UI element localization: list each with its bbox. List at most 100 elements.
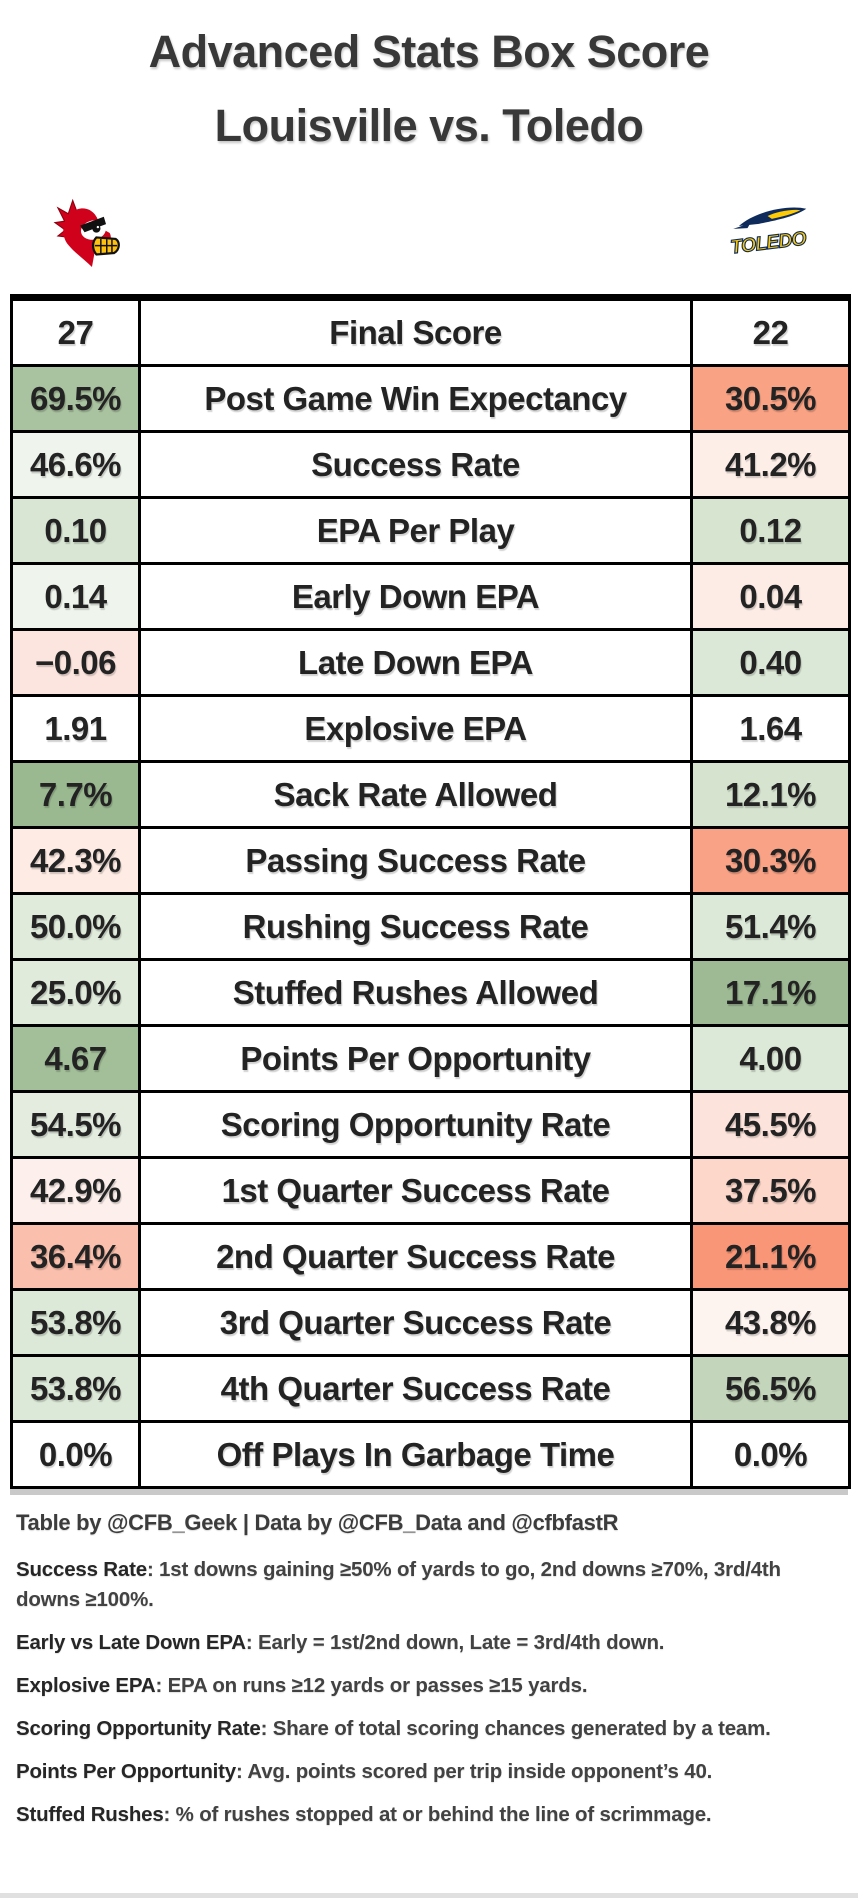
- footnote: Stuffed Rushes: % of rushes stopped at o…: [16, 1800, 788, 1830]
- stat-label: EPA Per Play: [138, 496, 693, 565]
- stat-value-toledo: 1.64: [690, 694, 851, 763]
- footnote-text: : Early = 1st/2nd down, Late = 3rd/4th d…: [245, 1631, 665, 1654]
- footnote-text: : Share of total scoring chances generat…: [260, 1717, 771, 1740]
- stat-label: Sack Rate Allowed: [138, 760, 693, 829]
- toledo-wordmark-text: TOLEDO: [729, 227, 808, 258]
- louisville-cardinal-logo: [53, 198, 120, 268]
- footnote-term: Success Rate: [16, 1558, 147, 1581]
- stat-label: Final Score: [138, 296, 693, 367]
- stat-value-louisville: 46.6%: [10, 430, 141, 499]
- stat-value-louisville: 53.8%: [10, 1288, 141, 1357]
- stat-value-louisville: 1.91: [10, 694, 141, 763]
- stat-label: Early Down EPA: [138, 562, 693, 631]
- stat-value-louisville: 7.7%: [10, 760, 141, 829]
- stat-label: Scoring Opportunity Rate: [138, 1090, 693, 1159]
- page-title-line1: Advanced Stats Box Score: [148, 26, 710, 77]
- footnote-term: Early vs Late Down EPA: [16, 1631, 246, 1654]
- stat-label: Success Rate: [138, 430, 693, 499]
- stat-label: Off Plays In Garbage Time: [138, 1420, 693, 1489]
- footnote-term: Explosive EPA: [16, 1674, 156, 1697]
- stat-value-toledo: 41.2%: [690, 430, 851, 499]
- stat-value-louisville: 4.67: [10, 1024, 141, 1093]
- stat-row: 36.4% 2nd Quarter Success Rate 21.1%: [10, 1222, 851, 1291]
- table-bottom-bar: [10, 1489, 848, 1495]
- footnote-text: : EPA on runs ≥12 yards or passes ≥15 ya…: [155, 1674, 588, 1697]
- stat-value-louisville: 54.5%: [10, 1090, 141, 1159]
- stat-row: 54.5% Scoring Opportunity Rate 45.5%: [10, 1090, 851, 1159]
- stat-row: 42.3% Passing Success Rate 30.3%: [10, 826, 851, 895]
- footnote-text: : % of rushes stopped at or behind the l…: [163, 1803, 712, 1826]
- stat-value-louisville: 0.14: [10, 562, 141, 631]
- stat-value-toledo: 17.1%: [690, 958, 851, 1027]
- stat-value-louisville: 25.0%: [10, 958, 141, 1027]
- stat-value-toledo: 45.5%: [690, 1090, 851, 1159]
- stat-row: 69.5% Post Game Win Expectancy 30.5%: [10, 364, 851, 433]
- stat-label: Late Down EPA: [138, 628, 693, 697]
- stat-row: 46.6% Success Rate 41.2%: [10, 430, 851, 499]
- stat-row: 0.14 Early Down EPA 0.04: [10, 562, 851, 631]
- stat-value-louisville: 36.4%: [10, 1222, 141, 1291]
- stat-value-toledo: 43.8%: [690, 1288, 851, 1357]
- footnote: Early vs Late Down EPA: Early = 1st/2nd …: [16, 1628, 788, 1658]
- stat-value-toledo: 22: [690, 296, 851, 367]
- stat-value-louisville: 0.0%: [10, 1420, 141, 1489]
- stat-value-louisville: 42.3%: [10, 826, 141, 895]
- stat-value-toledo: 30.5%: [690, 364, 851, 433]
- footnote: Points Per Opportunity: Avg. points scor…: [16, 1757, 788, 1787]
- footnote: Explosive EPA: EPA on runs ≥12 yards or …: [16, 1671, 788, 1701]
- footnote-text: : 1st downs gaining ≥50% of yards to go,…: [16, 1558, 781, 1611]
- stat-value-toledo: 21.1%: [690, 1222, 851, 1291]
- stat-row: 53.8% 3rd Quarter Success Rate 43.8%: [10, 1288, 851, 1357]
- stat-value-toledo: 0.40: [690, 628, 851, 697]
- stat-label: 1st Quarter Success Rate: [138, 1156, 693, 1225]
- footnote-term: Scoring Opportunity Rate: [16, 1717, 261, 1740]
- stat-label: Passing Success Rate: [138, 826, 693, 895]
- stat-value-toledo: 37.5%: [690, 1156, 851, 1225]
- footnote-text: : Avg. points scored per trip inside opp…: [235, 1760, 713, 1783]
- footnote: Scoring Opportunity Rate: Share of total…: [16, 1714, 788, 1744]
- stat-row: 0.0% Off Plays In Garbage Time 0.0%: [10, 1420, 851, 1489]
- stat-label: Post Game Win Expectancy: [138, 364, 693, 433]
- stat-row: 53.8% 4th Quarter Success Rate 56.5%: [10, 1354, 851, 1423]
- stats-table: 27 Final Score 22 69.5% Post Game Win Expect…: [10, 294, 851, 1489]
- stat-value-louisville: 53.8%: [10, 1354, 141, 1423]
- stat-value-louisville: 0.10: [10, 496, 141, 565]
- stat-label: Stuffed Rushes Allowed: [138, 958, 693, 1027]
- footnotes: Success Rate: 1st downs gaining ≥50% of …: [16, 1555, 788, 1830]
- stat-row: −0.06 Late Down EPA 0.40: [10, 628, 851, 697]
- page-title-line2: Louisville vs. Toledo: [214, 100, 644, 151]
- toledo-rockets-logo: TOLEDO: [729, 207, 808, 258]
- stat-value-toledo: 4.00: [690, 1024, 851, 1093]
- stat-value-louisville: 69.5%: [10, 364, 141, 433]
- footnote: Success Rate: 1st downs gaining ≥50% of …: [16, 1555, 788, 1615]
- stat-label: Points Per Opportunity: [138, 1024, 693, 1093]
- footnote-term: Stuffed Rushes: [16, 1803, 164, 1826]
- stat-value-toledo: 0.0%: [690, 1420, 851, 1489]
- stat-value-toledo: 56.5%: [690, 1354, 851, 1423]
- stat-label: 3rd Quarter Success Rate: [138, 1288, 693, 1357]
- stat-value-toledo: 51.4%: [690, 892, 851, 961]
- stat-value-louisville: −0.06: [10, 628, 141, 697]
- bottom-edge-bar: [0, 1893, 858, 1898]
- stat-label: 2nd Quarter Success Rate: [138, 1222, 693, 1291]
- stat-value-toledo: 30.3%: [690, 826, 851, 895]
- stats-table-body: 27 Final Score 22 69.5% Post Game Win Expect…: [10, 296, 851, 1489]
- stat-row: 50.0% Rushing Success Rate 51.4%: [10, 892, 851, 961]
- stat-label: Explosive EPA: [138, 694, 693, 763]
- stat-row: 7.7% Sack Rate Allowed 12.1%: [10, 760, 851, 829]
- stat-row: 42.9% 1st Quarter Success Rate 37.5%: [10, 1156, 851, 1225]
- stat-value-louisville: 27: [10, 296, 141, 367]
- stat-value-toledo: 0.12: [690, 496, 851, 565]
- footnote-term: Points Per Opportunity: [16, 1760, 236, 1783]
- stat-label: Rushing Success Rate: [138, 892, 693, 961]
- stat-row: 25.0% Stuffed Rushes Allowed 17.1%: [10, 958, 851, 1027]
- stat-value-louisville: 42.9%: [10, 1156, 141, 1225]
- stat-row: 4.67 Points Per Opportunity 4.00: [10, 1024, 851, 1093]
- stat-label: 4th Quarter Success Rate: [138, 1354, 693, 1423]
- stat-value-louisville: 50.0%: [10, 892, 141, 961]
- stat-value-toledo: 0.04: [690, 562, 851, 631]
- stat-value-toledo: 12.1%: [690, 760, 851, 829]
- stat-row: 1.91 Explosive EPA 1.64: [10, 694, 851, 763]
- source-note: Table by @CFB_Geek | Data by @CFB_Data a…: [16, 1510, 619, 1535]
